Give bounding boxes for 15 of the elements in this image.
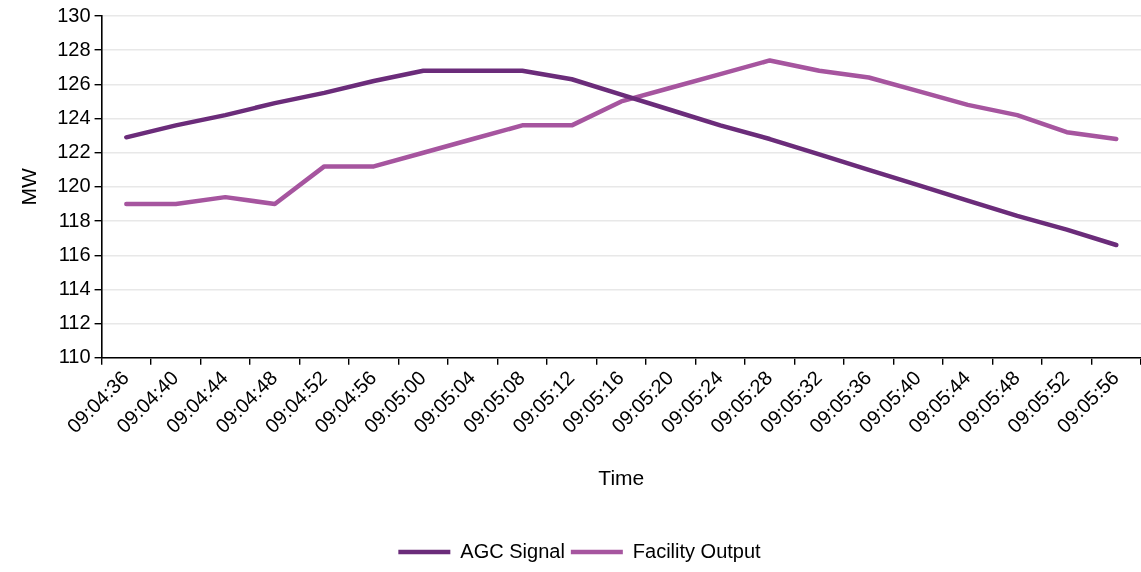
y-tick-label: 124 (57, 106, 91, 129)
y-tick-label: 126 (57, 71, 91, 94)
y-tick-label: 114 (58, 276, 91, 299)
x-axis-title: Time (598, 466, 645, 490)
legend-label: AGC Signal (460, 539, 565, 562)
y-tick-label: 120 (57, 174, 91, 197)
y-tick-label: 130 (57, 3, 91, 26)
y-tick-label: 122 (57, 140, 91, 163)
legend-label: Facility Output (632, 539, 762, 562)
y-tick-label: 110 (58, 345, 91, 368)
y-axis-title: MW (17, 168, 41, 206)
y-tick-label: 128 (57, 37, 91, 60)
y-tick-label: 116 (58, 242, 91, 265)
y-tick-label: 112 (58, 311, 91, 334)
y-tick-label: 118 (58, 208, 91, 231)
